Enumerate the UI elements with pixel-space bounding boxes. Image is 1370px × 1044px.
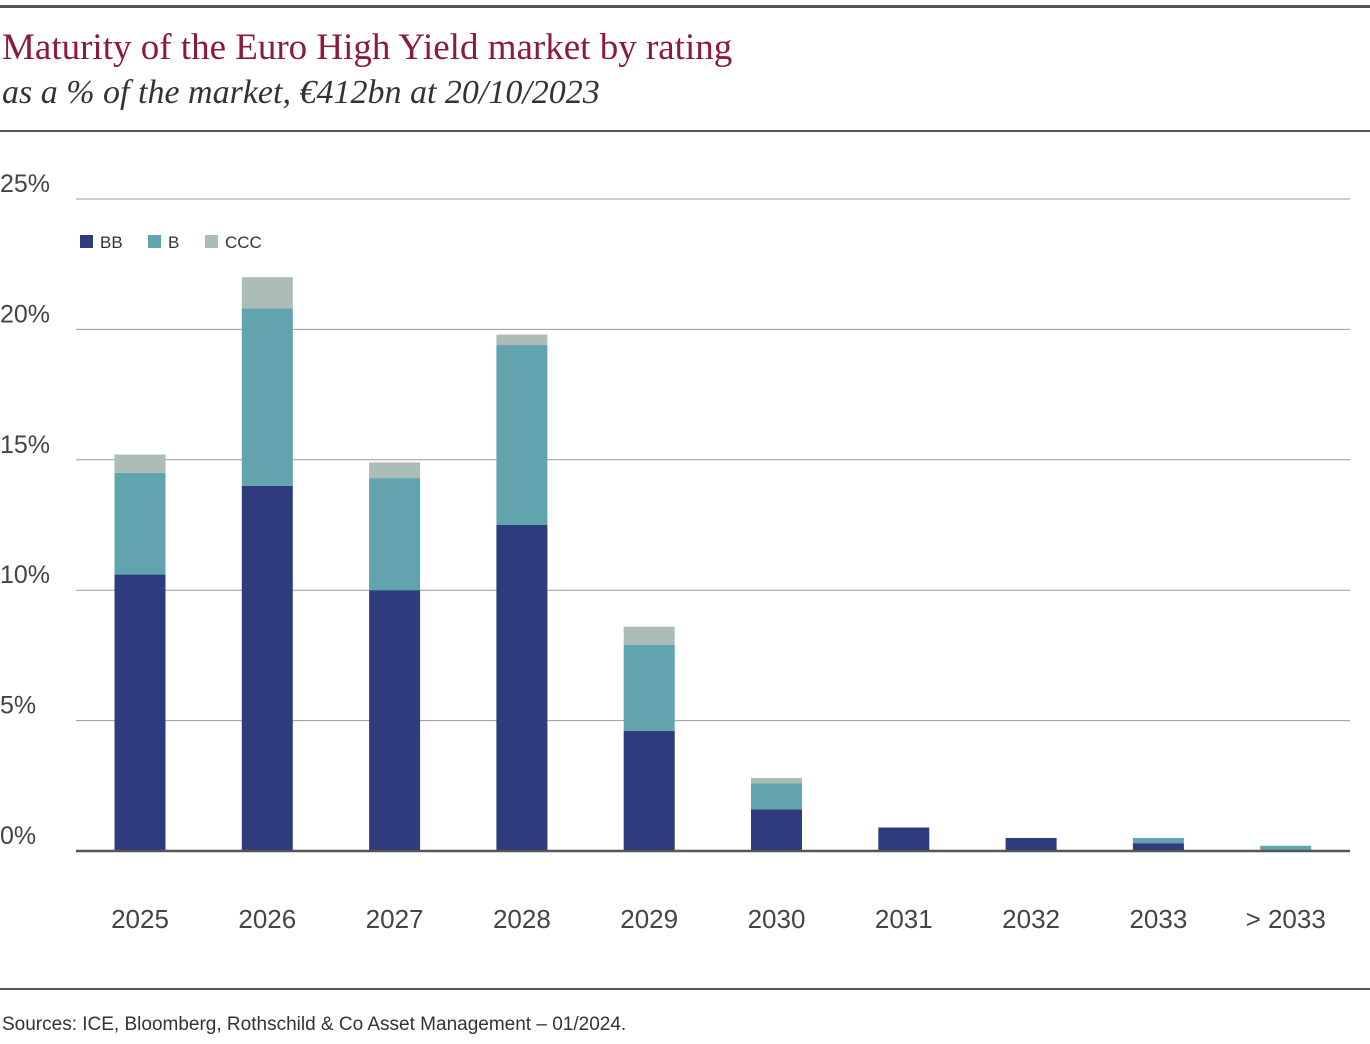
y-tick-label: 10% (0, 561, 50, 589)
bar-segment-ccc (369, 462, 421, 479)
bar-segment-bb (496, 525, 548, 851)
y-tick-label: 25% (0, 170, 50, 198)
bar-segment-b (623, 644, 675, 732)
bar-segment-b (114, 472, 166, 575)
x-tick-label: 2032 (1002, 904, 1060, 934)
x-tick-label: 2027 (366, 904, 424, 934)
x-tick-label: 2026 (238, 904, 296, 934)
chart-title: Maturity of the Euro High Yield market b… (2, 27, 733, 68)
top-rule (0, 5, 1370, 8)
x-tick-label: 2033 (1129, 904, 1187, 934)
bar-segment-bb (878, 827, 930, 851)
bar-segment-bb (1132, 843, 1184, 851)
bar-segment-ccc (114, 454, 166, 473)
x-tick-label: 2030 (748, 904, 806, 934)
bar-segment-b (241, 308, 293, 486)
bar-segment-ccc (751, 777, 802, 784)
legend-label-b: B (168, 233, 179, 252)
bar-segment-bb (241, 485, 293, 851)
legend-swatch-b (148, 235, 161, 248)
bar-segment-b (1260, 845, 1312, 851)
bar-segment-b (369, 478, 421, 591)
bar-segment-ccc (623, 626, 675, 645)
bar-segment-b (496, 345, 548, 525)
y-tick-label: 15% (0, 431, 50, 459)
chart-subtitle: as a % of the market, €412bn at 20/10/20… (2, 74, 600, 111)
legend-label-bb: BB (100, 233, 123, 252)
bar-segment-ccc (241, 277, 293, 309)
bar-segment-b (1132, 837, 1184, 844)
legend-label-ccc: CCC (225, 233, 262, 252)
bar-segment-bb (1005, 837, 1057, 851)
y-tick-label: 0% (0, 822, 36, 850)
source-note: Sources: ICE, Bloomberg, Rothschild & Co… (2, 1014, 627, 1035)
bar-segment-bb (369, 590, 421, 851)
x-tick-label: 2031 (875, 904, 933, 934)
x-tick-label: 2025 (111, 904, 169, 934)
bar-segment-bb (623, 731, 675, 851)
x-tick-label: 2028 (493, 904, 551, 934)
x-tick-label: > 2033 (1246, 904, 1326, 934)
legend-swatch-ccc (205, 235, 218, 248)
bar-segment-bb (114, 574, 166, 851)
bar-segment-b (751, 783, 802, 810)
header-rule (0, 130, 1370, 132)
stacked-bar-chart: 0% 5% 10% 15% 20% 25% 2025 2026 2027 2028 2029 2030… (0, 170, 1350, 934)
footer-rule (0, 988, 1370, 990)
x-tick-label: 2029 (620, 904, 678, 934)
y-tick-label: 5% (0, 692, 36, 720)
bar-segment-ccc (496, 334, 548, 346)
legend-swatch-bb (80, 235, 93, 248)
y-tick-label: 20% (0, 300, 50, 328)
bar-segment-bb (751, 809, 802, 851)
